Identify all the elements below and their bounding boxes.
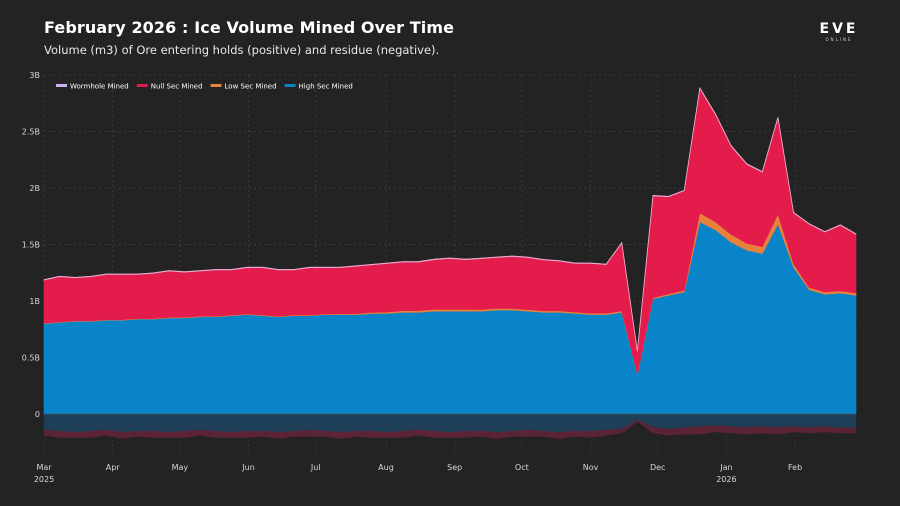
legend-label-low-sec-mined: Low Sec Mined [225, 83, 277, 91]
y-tick-label: 1B [29, 297, 40, 306]
y-tick-label: 2.5B [22, 128, 40, 137]
x-tick-label: Aug [378, 463, 394, 472]
x-tick-label: Oct [515, 463, 529, 472]
legend-label-null-sec-mined: Null Sec Mined [151, 83, 203, 91]
stacked-areas [43, 86, 857, 439]
y-tick-label: 0.5B [22, 354, 40, 363]
x-tick-label: Apr [106, 463, 121, 472]
chart-title: February 2026 : Ice Volume Mined Over Ti… [44, 18, 455, 37]
chart-subtitle: Volume (m3) of Ore entering holds (posit… [44, 43, 440, 57]
x-tick-label: Jun [241, 463, 255, 472]
x-tick-label: Mar [36, 463, 52, 472]
area-residue-null-sec [44, 419, 856, 439]
x-tick-label: May [172, 463, 189, 472]
logo-main-text: EVE [819, 21, 859, 37]
total-outline [43, 86, 857, 352]
y-tick-label: 2B [29, 184, 40, 193]
y-tick-label: 1.5B [22, 241, 40, 250]
x-tick-label: Jul [310, 463, 321, 472]
x-tick-label: Nov [583, 463, 599, 472]
eve-online-logo: EVE ONLINE [806, 22, 872, 43]
legend-swatch-high-sec-mined [284, 84, 296, 87]
y-tick-label: 0 [35, 410, 40, 419]
x-tick-label: Dec [650, 463, 665, 472]
axes: 3B 2.5B 2B 1.5B 1B 0.5B 0 Mar 2025 Apr May Jun Jul Au… [22, 71, 856, 484]
x-tick-label: Feb [788, 463, 802, 472]
legend-label-wormhole-mined: Wormhole Mined [70, 83, 129, 91]
legend-swatch-null-sec-mined [136, 84, 148, 87]
legend: Wormhole Mined Null Sec Mined Low Sec Mine… [56, 83, 353, 91]
legend-label-high-sec-mined: High Sec Mined [299, 83, 353, 91]
x-tick-year-label: 2025 [34, 475, 54, 484]
logo-sub-text: ONLINE [825, 37, 853, 42]
x-tick-year-label: 2026 [716, 475, 736, 484]
legend-swatch-wormhole-mined [56, 84, 67, 87]
x-tick-label: Sep [447, 463, 462, 472]
y-tick-label: 3B [29, 71, 40, 80]
legend-swatch-low-sec-mined [210, 84, 222, 87]
x-tick-label: Jan [719, 463, 732, 472]
